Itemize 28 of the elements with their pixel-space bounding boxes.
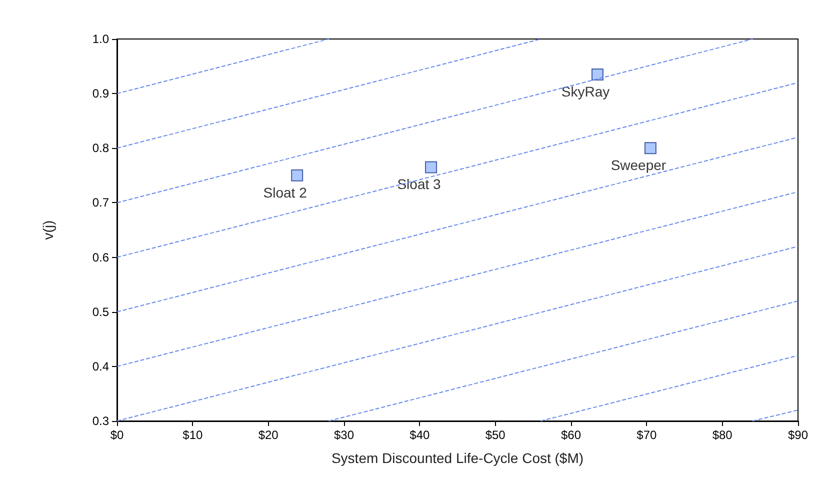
x-tick-label: $50 xyxy=(485,428,506,442)
annotation: Sloat 2 xyxy=(263,184,308,200)
x-tick-label: $90 xyxy=(788,428,808,442)
y-axis-title: v(j) xyxy=(40,220,56,240)
x-tick-label: $70 xyxy=(636,428,657,442)
x-tick-label: $0 xyxy=(110,428,124,442)
y-tick-label: 0.7 xyxy=(92,196,110,210)
y-tick-label: 0.4 xyxy=(92,359,110,374)
point xyxy=(291,169,304,182)
y-tick-label: 0.6 xyxy=(92,250,110,264)
y-tick-label: 0.3 xyxy=(92,414,110,428)
point xyxy=(591,68,604,80)
y-tick-label: 1.0 xyxy=(92,32,110,46)
point xyxy=(425,161,438,174)
y-tick-label: 0.8 xyxy=(92,141,110,156)
annotation: Sweeper xyxy=(610,157,666,174)
x-axis-title: System Discounted Life-Cycle Cost ($M) xyxy=(331,450,584,466)
x-tick-label: $40 xyxy=(410,428,430,442)
annotation: Sloat 3 xyxy=(397,176,442,192)
x-tick-label: $60 xyxy=(560,428,582,442)
annotation: SkyRay xyxy=(561,83,610,100)
y-tick-label: 0.5 xyxy=(92,304,110,319)
x-tick-label: $30 xyxy=(334,428,354,442)
x-tick-label: $10 xyxy=(182,428,203,442)
x-tick-label: $80 xyxy=(712,428,733,442)
point xyxy=(644,142,656,154)
y-tick-label: 0.9 xyxy=(92,86,110,101)
x-tick-label: $20 xyxy=(258,428,279,442)
